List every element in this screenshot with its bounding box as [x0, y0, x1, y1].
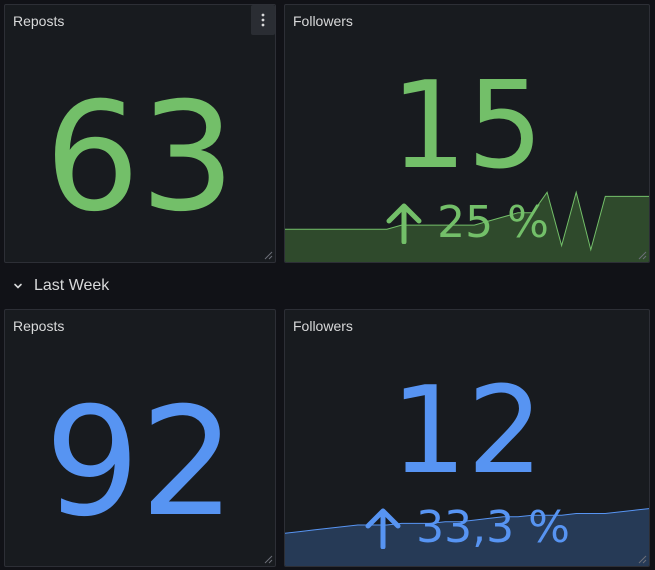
- panel-followers-bottom[interactable]: Followers 12 33,3 %: [284, 309, 650, 567]
- panel-menu-button[interactable]: [251, 5, 275, 35]
- trend-percentage: 33,3 %: [416, 502, 570, 553]
- trend-percentage: 25 %: [437, 197, 549, 248]
- sparkline-area: [285, 192, 649, 262]
- panel-title[interactable]: Reposts: [13, 318, 65, 334]
- panel-title[interactable]: Followers: [293, 318, 353, 334]
- trend-indicator: 25 %: [285, 201, 649, 245]
- resize-handle-icon[interactable]: [637, 554, 647, 564]
- trend-indicator: 33,3 %: [285, 506, 649, 550]
- stat-value: 92: [44, 376, 236, 550]
- panel-title[interactable]: Reposts: [13, 13, 65, 29]
- panel-reposts-bottom[interactable]: Reposts 92: [4, 309, 276, 567]
- panel-title[interactable]: Followers: [293, 13, 353, 29]
- resize-handle-icon[interactable]: [263, 250, 273, 260]
- panel-followers-top[interactable]: Followers 15 25 %: [284, 4, 650, 263]
- stat-value: 12: [390, 362, 544, 501]
- sparkline-area: [285, 508, 649, 566]
- resize-handle-icon[interactable]: [263, 554, 273, 564]
- vertical-dots-icon: [261, 13, 265, 27]
- chevron-down-icon[interactable]: [12, 280, 24, 292]
- stat-value: 15: [390, 57, 544, 196]
- sparkline-chart: [285, 190, 649, 262]
- panel-reposts-top[interactable]: Reposts 63: [4, 4, 276, 263]
- arrow-up-icon: [386, 203, 422, 244]
- resize-handle-icon[interactable]: [637, 250, 647, 260]
- sparkline-chart: [285, 508, 649, 566]
- row-title[interactable]: Last Week: [34, 277, 110, 294]
- stat-value: 63: [44, 71, 236, 245]
- sparkline-line: [285, 508, 649, 534]
- sparkline-line: [285, 190, 649, 252]
- row-header-last-week[interactable]: Last Week: [0, 271, 655, 301]
- arrow-up-icon: [365, 508, 401, 549]
